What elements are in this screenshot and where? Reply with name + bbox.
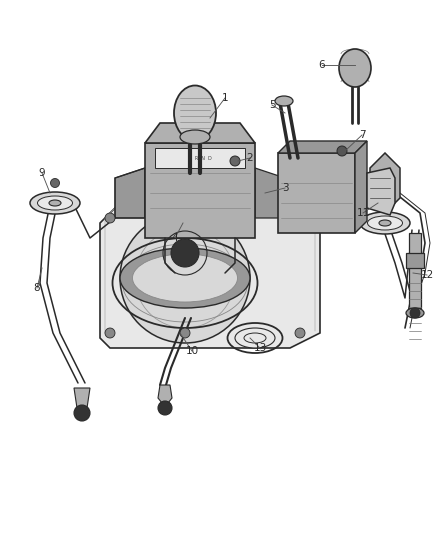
Polygon shape bbox=[115, 168, 145, 218]
Polygon shape bbox=[278, 141, 367, 153]
Polygon shape bbox=[155, 148, 245, 168]
Ellipse shape bbox=[360, 212, 410, 234]
Polygon shape bbox=[158, 385, 172, 403]
Text: 2: 2 bbox=[247, 153, 253, 163]
Text: 3: 3 bbox=[282, 183, 288, 193]
Ellipse shape bbox=[30, 192, 80, 214]
Circle shape bbox=[105, 328, 115, 338]
Polygon shape bbox=[255, 168, 285, 218]
Circle shape bbox=[180, 328, 190, 338]
Circle shape bbox=[337, 146, 347, 156]
Ellipse shape bbox=[379, 220, 391, 226]
Ellipse shape bbox=[38, 196, 73, 210]
Text: 12: 12 bbox=[420, 270, 434, 280]
Text: 4: 4 bbox=[172, 233, 178, 243]
Text: 8: 8 bbox=[34, 283, 40, 293]
Circle shape bbox=[295, 328, 305, 338]
Polygon shape bbox=[145, 143, 255, 238]
Text: 13: 13 bbox=[253, 343, 267, 353]
Ellipse shape bbox=[49, 200, 61, 206]
Polygon shape bbox=[100, 203, 320, 348]
Ellipse shape bbox=[406, 308, 424, 318]
Ellipse shape bbox=[120, 248, 250, 308]
Ellipse shape bbox=[275, 96, 293, 106]
Circle shape bbox=[410, 308, 420, 318]
Circle shape bbox=[295, 213, 305, 223]
Polygon shape bbox=[74, 388, 90, 408]
Ellipse shape bbox=[180, 130, 210, 144]
Polygon shape bbox=[370, 153, 400, 213]
Text: 7: 7 bbox=[359, 130, 365, 140]
Text: 10: 10 bbox=[185, 346, 198, 356]
Text: 5: 5 bbox=[268, 100, 276, 110]
Polygon shape bbox=[355, 141, 367, 233]
Ellipse shape bbox=[174, 85, 216, 141]
Polygon shape bbox=[409, 233, 421, 308]
Ellipse shape bbox=[367, 216, 403, 230]
Ellipse shape bbox=[133, 254, 237, 302]
Polygon shape bbox=[278, 153, 355, 233]
Circle shape bbox=[158, 401, 172, 415]
Circle shape bbox=[171, 239, 199, 267]
Text: 6: 6 bbox=[319, 60, 325, 70]
Ellipse shape bbox=[339, 49, 371, 87]
Text: 1: 1 bbox=[222, 93, 228, 103]
Circle shape bbox=[120, 213, 250, 343]
Circle shape bbox=[230, 156, 240, 166]
Text: P  R  N  D: P R N D bbox=[189, 156, 212, 160]
Polygon shape bbox=[367, 168, 395, 215]
Polygon shape bbox=[406, 253, 424, 268]
Polygon shape bbox=[145, 123, 255, 143]
Ellipse shape bbox=[235, 328, 275, 348]
Text: 9: 9 bbox=[39, 168, 45, 178]
Circle shape bbox=[74, 405, 90, 421]
Text: 11: 11 bbox=[357, 208, 370, 218]
Circle shape bbox=[105, 213, 115, 223]
Circle shape bbox=[50, 179, 60, 188]
